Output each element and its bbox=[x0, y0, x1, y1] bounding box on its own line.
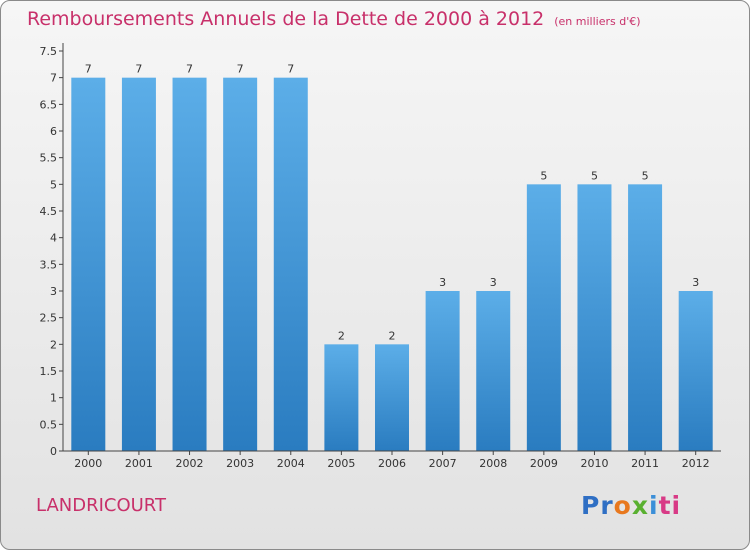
y-tick-label: 5 bbox=[50, 178, 57, 191]
bar-2006 bbox=[375, 344, 409, 451]
y-tick-label: 2.5 bbox=[40, 312, 58, 325]
y-tick-label: 5.5 bbox=[40, 152, 58, 165]
data-label-2008: 3 bbox=[490, 276, 497, 289]
data-label-2012: 3 bbox=[692, 276, 699, 289]
x-tick-label-2006: 2006 bbox=[378, 457, 406, 470]
title-text: Remboursements Annuels de la Dette de 20… bbox=[27, 8, 545, 30]
x-tick-label-2004: 2004 bbox=[277, 457, 305, 470]
bar-2001 bbox=[121, 77, 156, 452]
y-tick-label: 1.5 bbox=[40, 365, 58, 378]
y-tick-label: 6.5 bbox=[40, 98, 58, 111]
x-tick-label-2002: 2002 bbox=[176, 457, 204, 470]
x-tick-label-2012: 2012 bbox=[682, 457, 710, 470]
data-label-2009: 5 bbox=[540, 169, 547, 182]
bar-2007 bbox=[425, 291, 460, 451]
x-tick-label-2001: 2001 bbox=[125, 457, 153, 470]
bar-2000 bbox=[71, 77, 106, 452]
y-tick-label: 0.5 bbox=[40, 418, 58, 431]
y-tick-label: 7 bbox=[50, 72, 57, 85]
bar-2003 bbox=[223, 77, 258, 452]
bar-2012 bbox=[678, 291, 713, 451]
x-tick-label-2003: 2003 bbox=[226, 457, 254, 470]
axes: 0 0.5 1 1.5 2 2.5 3 3.5 4 4.5 5 5.5 6 6.5 7 7.5 2000 2001… bbox=[40, 43, 721, 470]
bar-2008 bbox=[476, 291, 511, 451]
x-tick-label-2000: 2000 bbox=[74, 457, 102, 470]
y-tick-label: 3.5 bbox=[40, 258, 58, 271]
data-label-2002: 7 bbox=[186, 63, 193, 76]
y-tick-label: 6 bbox=[50, 125, 57, 138]
bar-2002 bbox=[172, 77, 207, 452]
x-tick-label-2007: 2007 bbox=[429, 457, 457, 470]
x-tick-label-2005: 2005 bbox=[327, 457, 355, 470]
bar-2009 bbox=[526, 184, 561, 452]
y-tick-label: 3 bbox=[50, 285, 57, 298]
unit-note: (en milliers d'€) bbox=[554, 15, 641, 28]
x-tick-label-2009: 2009 bbox=[530, 457, 558, 470]
y-tick-label: 4 bbox=[50, 232, 57, 245]
chart-title: Remboursements Annuels de la Dette de 20… bbox=[27, 8, 641, 30]
data-label-2006: 2 bbox=[389, 329, 396, 342]
data-label-2007: 3 bbox=[439, 276, 446, 289]
commune-name: LANDRICOURT bbox=[36, 495, 166, 516]
data-label-2005: 2 bbox=[338, 329, 345, 342]
data-label-2000: 7 bbox=[85, 63, 92, 76]
proxiti-logo[interactable]: Proxiti bbox=[581, 491, 682, 520]
bar-2011 bbox=[628, 184, 663, 452]
y-tick-label: 0 bbox=[50, 445, 57, 458]
bar-2010 bbox=[577, 184, 612, 452]
data-label-2001: 7 bbox=[135, 63, 142, 76]
bar-2004 bbox=[273, 77, 308, 452]
data-label-2010: 5 bbox=[591, 169, 598, 182]
bars: 7 7 7 7 7 2 2 3 3 5 5 5 3 bbox=[71, 63, 713, 452]
x-tick-label-2010: 2010 bbox=[580, 457, 608, 470]
x-tick-label-2011: 2011 bbox=[631, 457, 659, 470]
x-tick-label-2008: 2008 bbox=[479, 457, 507, 470]
data-label-2004: 7 bbox=[287, 63, 294, 76]
data-label-2011: 5 bbox=[642, 169, 649, 182]
data-label-2003: 7 bbox=[237, 63, 244, 76]
bar-2005 bbox=[324, 344, 359, 451]
y-tick-label: 2 bbox=[50, 338, 57, 351]
y-tick-label: 4.5 bbox=[40, 205, 58, 218]
y-tick-label: 7.5 bbox=[40, 45, 58, 58]
y-tick-label: 1 bbox=[50, 392, 57, 405]
